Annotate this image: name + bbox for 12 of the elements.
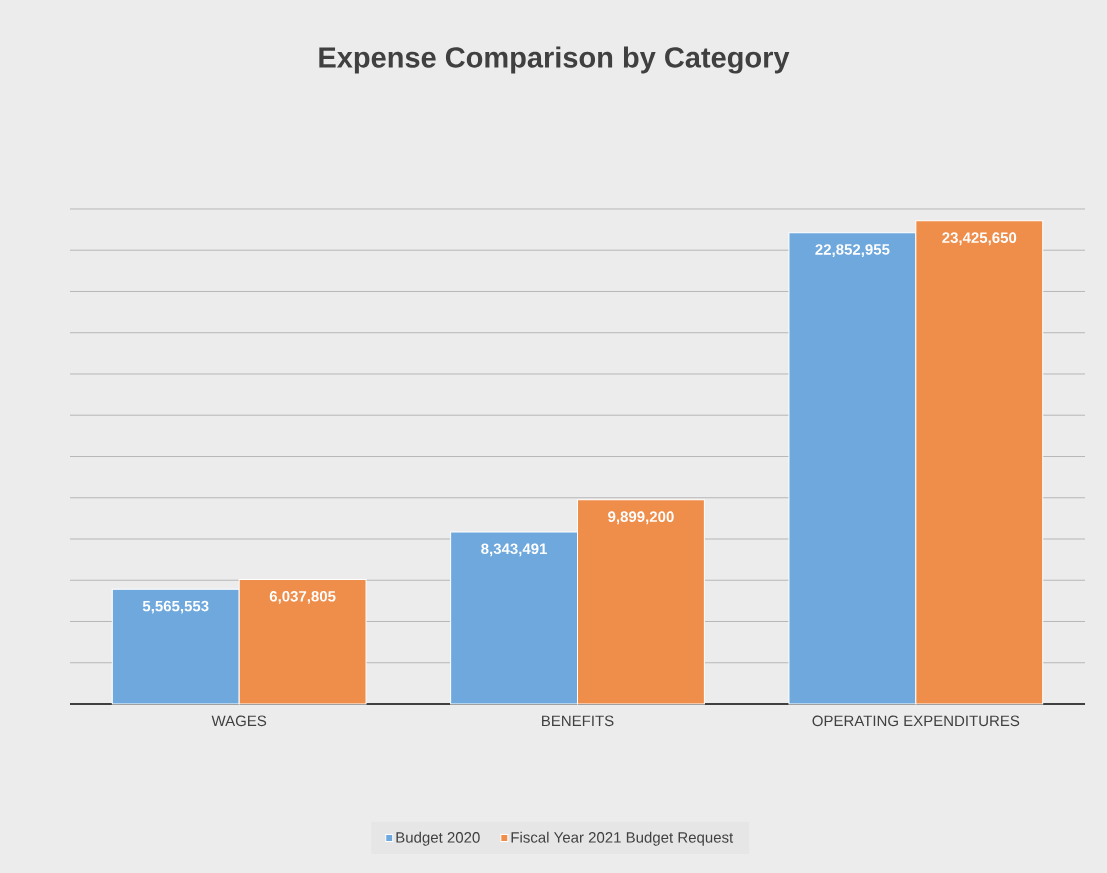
legend-label: Fiscal Year 2021 Budget Request [511, 831, 734, 846]
data-label: 5,565,553 [142, 600, 209, 614]
legend-label: Budget 2020 [396, 831, 480, 846]
data-label: 23,425,650 [942, 232, 1017, 246]
x-tick-label: BENEFITS [542, 715, 614, 727]
data-label: 8,343,491 [481, 543, 548, 557]
chart-title: Expense Comparison by Category [319, 46, 790, 74]
x-tick-label: WAGES [211, 715, 267, 727]
x-tick-label: OPERATING EXPENDITURES [812, 715, 1020, 727]
data-label: 6,037,805 [269, 590, 336, 604]
data-label: 22,852,955 [815, 244, 890, 257]
data-label: 9,899,200 [608, 511, 674, 525]
